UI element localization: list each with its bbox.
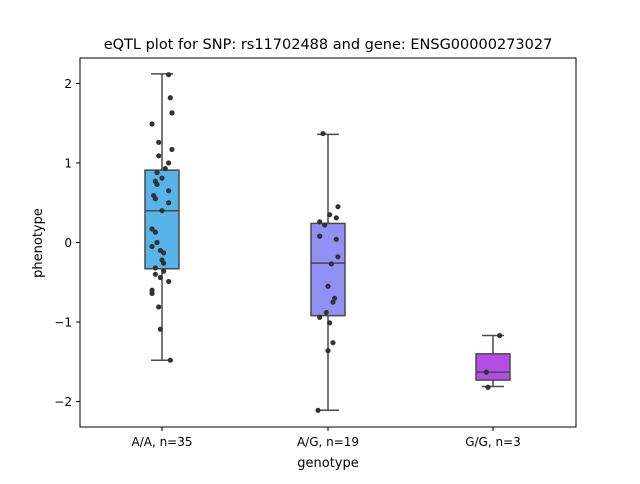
iqr-box [475,353,511,381]
data-point [330,340,336,346]
data-point [161,260,167,266]
x-tick-label: A/A, n=35 [131,435,192,449]
data-point [322,222,328,228]
data-point [162,165,168,172]
x-axis-label: genotype [297,456,358,471]
y-tick-label: 0 [64,236,72,250]
data-point [152,196,158,202]
y-tick-label: −1 [54,316,72,330]
data-point [159,208,165,214]
data-point [166,200,172,206]
data-point [327,212,333,218]
data-point [149,226,155,232]
data-point [330,299,336,305]
data-point [325,348,331,354]
data-point [317,233,323,239]
x-axis: A/A, n=35 A/G, n=19 G/G, n=3 [131,427,521,449]
data-point [154,239,160,246]
data-point [149,121,155,127]
data-point [169,146,175,153]
chart-title: eQTL plot for SNP: rs11702488 and gene: … [104,37,553,53]
data-point [320,130,326,137]
data-point [166,188,172,194]
data-point [161,250,167,256]
data-point [335,254,341,260]
data-point [497,332,503,339]
data-point [157,326,163,332]
data-point [166,278,172,285]
plot-area [144,72,511,413]
data-point [156,304,162,310]
x-tick-label: A/G, n=19 [297,435,359,449]
data-point [327,320,333,326]
data-point [166,72,172,78]
box-group [475,332,511,390]
data-point [154,169,160,176]
data-point [154,181,160,188]
data-point [332,295,338,301]
data-point [169,110,175,116]
y-tick-label: 1 [64,156,72,170]
data-point [483,369,489,375]
data-point [156,139,162,145]
y-tick-label: −2 [54,395,72,409]
data-point [152,271,158,277]
data-point [323,309,329,316]
data-point [159,175,165,181]
data-point [333,215,339,221]
data-point [485,384,491,390]
data-point [166,160,172,166]
data-point [167,357,173,363]
data-point [161,268,167,274]
box-group [310,130,346,413]
x-tick-label: G/G, n=3 [465,435,521,449]
data-point [149,290,155,296]
data-point [328,261,334,267]
data-point [315,407,321,413]
data-point [335,204,341,210]
data-point [317,219,323,225]
data-point [152,265,158,271]
data-point [157,274,163,281]
data-point [325,283,331,289]
data-point [156,153,162,159]
data-point [167,95,173,101]
y-tick-label: 2 [64,77,72,91]
data-point [317,314,323,320]
y-axis-label: phenotype [31,208,46,278]
box-group [144,72,180,363]
y-axis: −2 −1 0 1 2 [54,77,80,409]
iqr-box [310,222,346,317]
data-point [149,243,155,250]
data-point [152,229,158,235]
data-point [333,236,339,242]
